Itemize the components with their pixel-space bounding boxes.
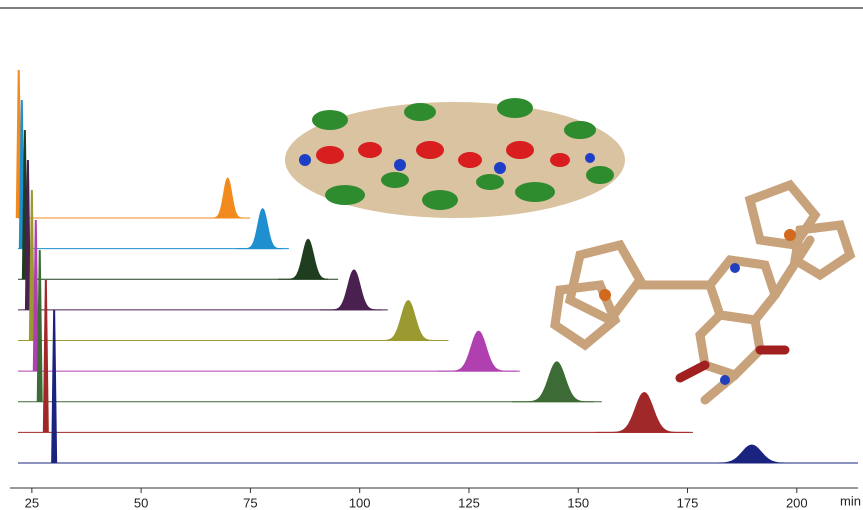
x-tick-label: 100 <box>349 495 371 510</box>
early-peak <box>43 280 49 432</box>
main-peak <box>596 392 694 432</box>
main-peak <box>512 362 602 402</box>
figure: 25 50 75 100 125 150 175 200 min <box>0 0 863 510</box>
surface-model <box>285 98 625 218</box>
x-tick-label: 125 <box>458 495 480 510</box>
x-tick-label: 175 <box>677 495 699 510</box>
x-tick-label: 75 <box>243 495 257 510</box>
x-axis-unit: min <box>840 493 861 508</box>
main-peak <box>371 301 446 341</box>
early-peak <box>51 310 57 463</box>
x-tick-label: 50 <box>134 495 148 510</box>
main-peak <box>437 331 520 371</box>
x-tick-label: 200 <box>786 495 808 510</box>
main-peak <box>236 209 289 249</box>
x-tick-label: 150 <box>567 495 589 510</box>
main-peak <box>699 445 804 463</box>
molecule-model <box>555 185 850 400</box>
main-peak <box>320 270 388 310</box>
x-tick-label: 25 <box>25 495 39 510</box>
main-peak <box>205 178 250 218</box>
main-peak <box>278 239 338 279</box>
